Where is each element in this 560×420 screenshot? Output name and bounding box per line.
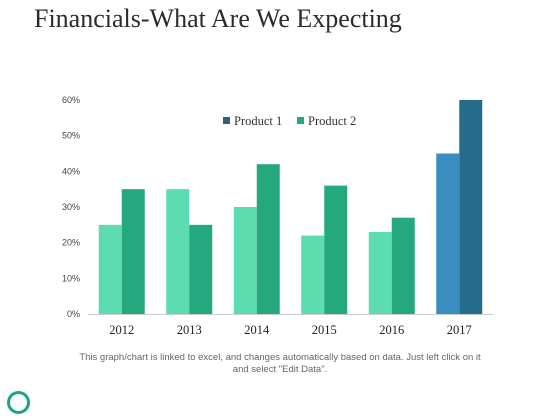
y-tick-label: 50%	[62, 131, 80, 141]
bar-product-2-2017	[459, 100, 483, 314]
legend-swatch-2	[297, 117, 304, 124]
y-tick-label: 10%	[62, 273, 80, 283]
bar-product-1-2017	[436, 153, 460, 314]
bar-product-2-2012	[121, 189, 145, 314]
bar-product-1-2012	[98, 224, 122, 314]
bar-product-1-2016	[368, 231, 392, 314]
x-tick-label: 2016	[379, 323, 404, 337]
bar-product-2-2014	[256, 164, 280, 314]
y-tick-label: 0%	[67, 309, 80, 319]
bar-product-1-2014	[233, 207, 257, 314]
footnote-line-1: This graph/chart is linked to excel, and…	[79, 352, 481, 363]
bar-product-2-2016	[391, 217, 415, 314]
x-tick-label: 2014	[244, 323, 270, 337]
legend-label-2: Product 2	[308, 114, 356, 128]
x-tick-label: 2015	[312, 323, 337, 337]
x-tick-label: 2012	[109, 323, 134, 337]
y-tick-label: 30%	[62, 202, 80, 212]
y-tick-label: 60%	[62, 95, 80, 105]
bar-product-1-2015	[301, 235, 325, 314]
bar-product-2-2015	[324, 185, 348, 314]
x-tick-label: 2017	[447, 323, 472, 337]
chart-footnote: This graph/chart is linked to excel, and…	[70, 352, 490, 376]
legend-label-1: Product 1	[234, 114, 282, 128]
y-tick-label: 20%	[62, 238, 80, 248]
bar-product-2-2013	[189, 224, 213, 314]
ring-icon	[7, 391, 30, 414]
bar-product-1-2013	[166, 189, 190, 314]
footnote-line-2: and select "Edit Data".	[232, 364, 328, 375]
y-tick-label: 40%	[62, 166, 80, 176]
slide-title: Financials-What Are We Expecting	[34, 4, 402, 33]
x-tick-label: 2013	[177, 323, 202, 337]
legend-swatch-1	[223, 117, 230, 124]
